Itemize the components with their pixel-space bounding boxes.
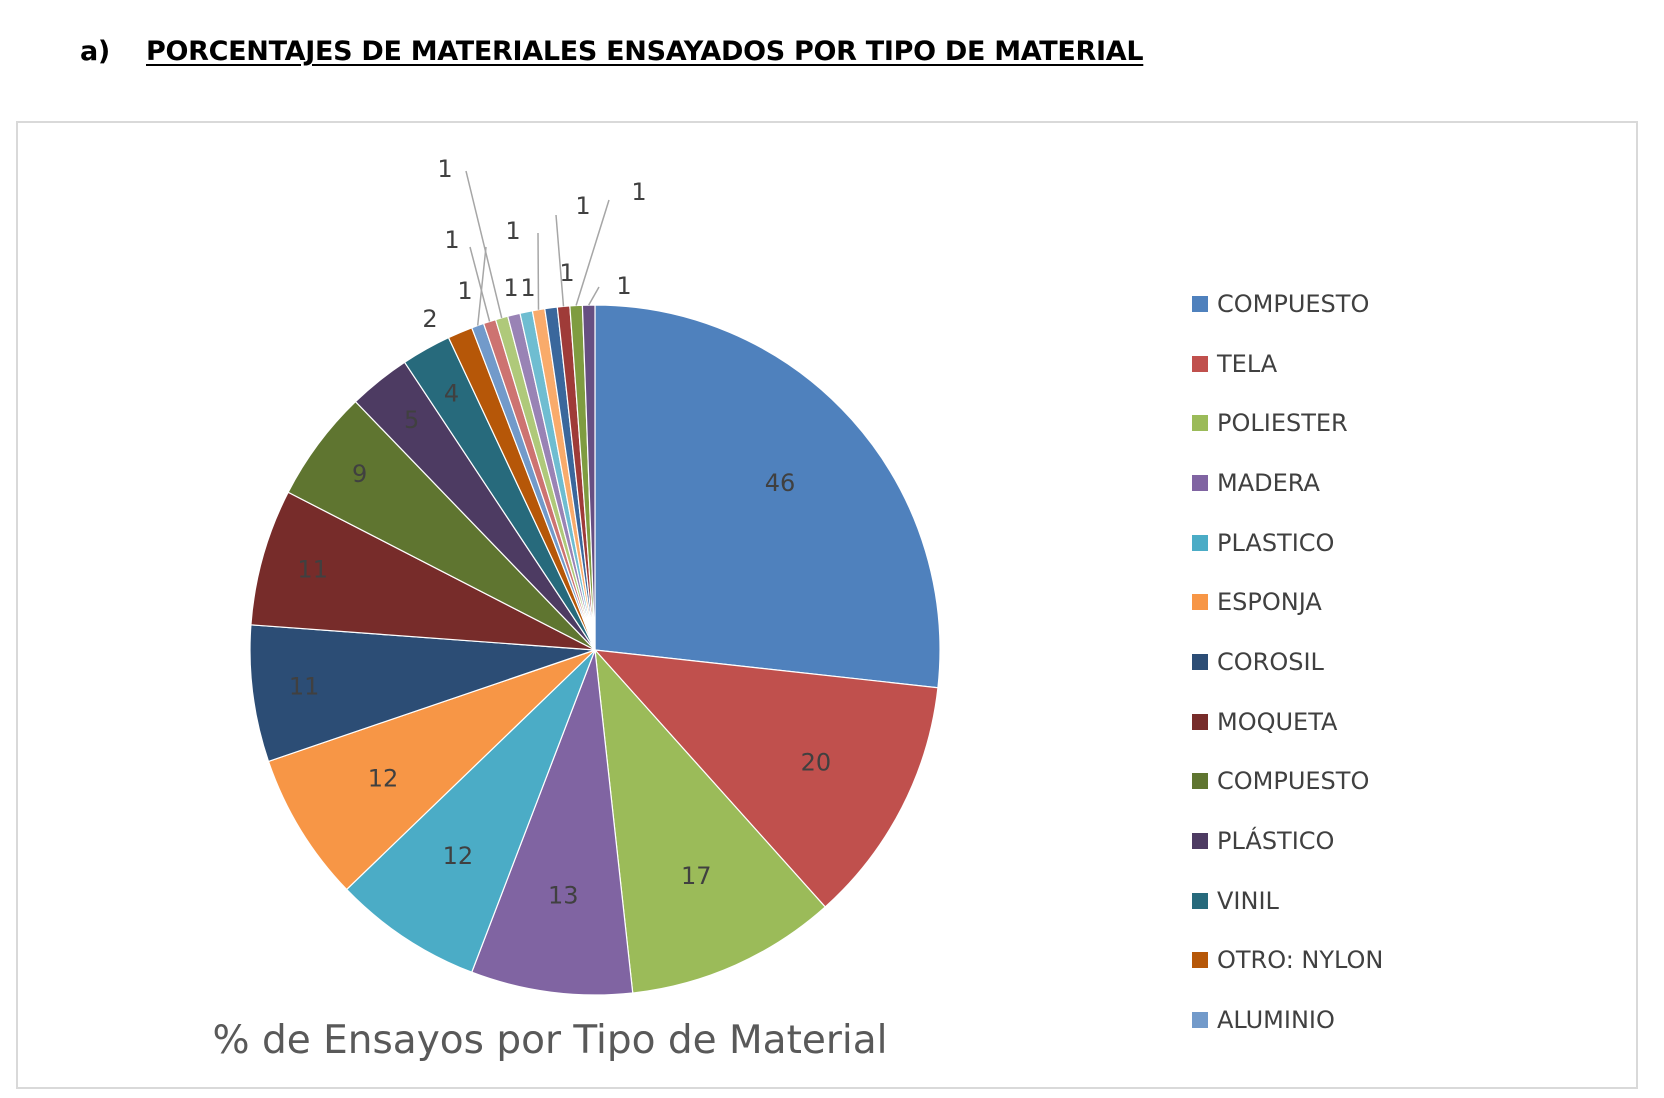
data-label: 1 [505, 217, 520, 245]
pie-slices [249, 304, 941, 996]
data-label: 4 [444, 379, 459, 407]
legend-label: POLIESTER [1217, 409, 1348, 438]
pie-slice [594, 648, 827, 994]
legend-swatch [1192, 713, 1208, 730]
data-label: 20 [801, 749, 832, 777]
legend-label: PLASTICO [1217, 528, 1335, 557]
legend-label: MADERA [1217, 468, 1320, 497]
legend-swatch [1192, 892, 1208, 909]
section-heading: a) PORCENTAJES DE MATERIALES ENSAYADOS PO… [80, 36, 1144, 67]
data-label: 12 [368, 764, 399, 792]
data-label: 11 [297, 556, 328, 584]
legend-item: OTRO: NYLON [1192, 931, 1492, 991]
leader-line [588, 286, 600, 306]
pie-slice [470, 649, 634, 996]
leader-lines [465, 170, 610, 326]
legend-item: VINIL [1192, 871, 1492, 931]
legend-item: TELA [1192, 334, 1492, 394]
data-label: 12 [443, 842, 474, 870]
legend-label: MOQUETA [1217, 707, 1338, 736]
pie-slice [267, 649, 596, 891]
legend-label: ESPONJA [1217, 588, 1322, 617]
legend-item: MADERA [1192, 453, 1492, 513]
data-label: 46 [765, 469, 796, 497]
legend-swatch [1192, 474, 1208, 491]
data-label: 1 [457, 277, 472, 305]
legend-label: PLÁSTICO [1217, 827, 1335, 856]
data-label: 9 [352, 460, 367, 488]
leader-line [469, 246, 491, 322]
legend-item: ESPONJA [1192, 572, 1492, 632]
legend-label: COROSIL [1217, 647, 1324, 676]
legend-swatch [1192, 833, 1208, 850]
legend-label: ALUMINIO [1217, 1006, 1335, 1035]
leader-line [476, 246, 487, 326]
data-label: 1 [503, 274, 518, 302]
data-label: 1 [559, 259, 574, 287]
legend-item: PLÁSTICO [1192, 811, 1492, 871]
pie-slice [250, 491, 596, 651]
data-label: 17 [681, 862, 712, 890]
data-label: 11 [289, 672, 320, 700]
legend-label: VINIL [1217, 886, 1279, 915]
leader-line [575, 199, 610, 306]
data-label: 1 [575, 192, 590, 220]
legend-swatch [1192, 415, 1208, 432]
pie-slice [249, 624, 596, 763]
section-title: PORCENTAJES DE MATERIALES ENSAYADOS POR … [146, 36, 1144, 67]
data-label: 1 [444, 226, 459, 254]
pie-slice [593, 649, 939, 908]
legend-swatch [1192, 653, 1208, 670]
legend-item: COMPUESTO [1192, 274, 1492, 334]
legend-item: COROSIL [1192, 632, 1492, 692]
data-label: 2 [422, 305, 437, 333]
data-label: 1 [437, 155, 452, 183]
legend-label: COMPUESTO [1217, 767, 1370, 796]
chart-legend: COMPUESTO TELA POLIESTER MADERA PLASTICO ESPO… [1192, 274, 1492, 1050]
legend-swatch [1192, 355, 1208, 372]
chart-title: % de Ensayos por Tipo de Material [212, 1018, 888, 1063]
leader-line [555, 214, 565, 307]
leader-line [465, 170, 503, 319]
legend-swatch [1192, 295, 1208, 312]
data-label: 1 [520, 274, 535, 302]
legend-swatch [1192, 952, 1208, 969]
legend-item: COMPUESTO [1192, 752, 1492, 812]
legend-swatch [1192, 534, 1208, 551]
legend-label: TELA [1217, 349, 1278, 378]
legend-item: ALUMINIO [1192, 990, 1492, 1050]
data-label: 1 [631, 178, 646, 206]
legend-item: MOQUETA [1192, 692, 1492, 752]
legend-swatch [1192, 1012, 1208, 1029]
leader-line [537, 232, 540, 310]
legend-swatch [1192, 773, 1208, 790]
pie-slice [594, 304, 941, 689]
legend-item: POLIESTER [1192, 393, 1492, 453]
data-label: 5 [404, 406, 419, 434]
legend-swatch [1192, 594, 1208, 611]
legend-label: OTRO: NYLON [1217, 946, 1384, 975]
data-label: 13 [548, 881, 579, 909]
pie-slice [345, 649, 596, 974]
legend-label: COMPUESTO [1217, 289, 1370, 318]
section-number: a) [80, 36, 110, 67]
legend-item: PLASTICO [1192, 513, 1492, 573]
data-label: 1 [616, 272, 631, 300]
